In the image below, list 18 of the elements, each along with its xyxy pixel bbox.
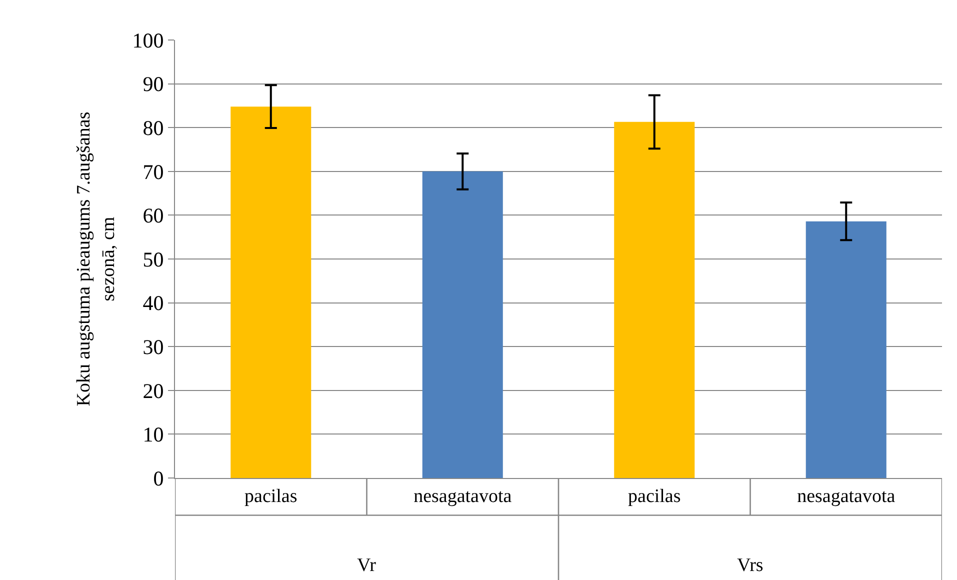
x-tick-label: nesagatavota: [797, 486, 896, 507]
y-tick-label: 30: [142, 334, 164, 359]
text: Vr: [357, 555, 377, 576]
y-axis-title: Koku augstuma pieaugums 7.augšanas sezonā, cm: [73, 112, 120, 406]
y-tick-label: 100: [132, 28, 164, 52]
y-tick-label: 0: [153, 466, 164, 490]
y-tick-label: 20: [142, 378, 164, 403]
y-tick-label: 80: [142, 116, 164, 140]
y-tick-label: 90: [142, 72, 164, 96]
y-tick-label: 70: [142, 160, 164, 184]
x-tick-label: nesagatavota: [414, 486, 512, 507]
y-tick-label: 60: [142, 204, 164, 228]
y-tick-label: 10: [142, 422, 164, 447]
text: Vrs: [737, 555, 764, 576]
x-tick-label: pacilas: [628, 486, 681, 507]
x-tick-label: pacilas: [244, 486, 298, 507]
y-tick-label: 50: [142, 247, 164, 272]
y-tick-label: 40: [142, 291, 164, 316]
